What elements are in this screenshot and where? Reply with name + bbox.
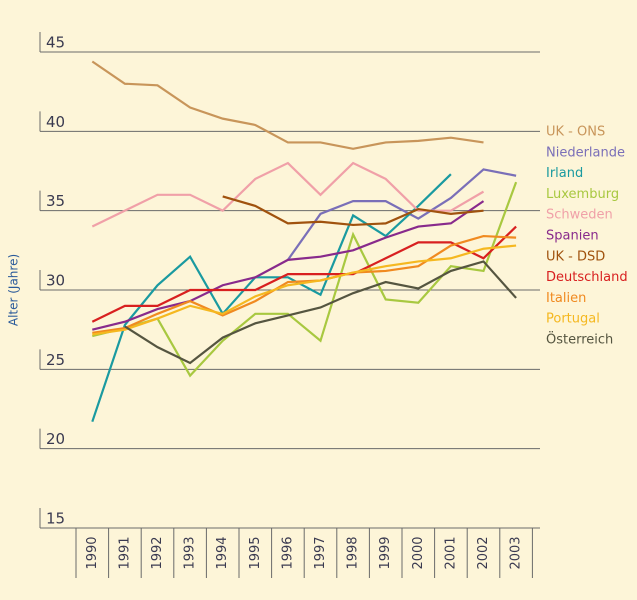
x-tick-label: 1993: [183, 536, 198, 569]
legend-label: Schweden: [546, 208, 613, 223]
x-tick-label: 1999: [378, 536, 393, 569]
y-axis-label: Alter (Jahre): [7, 254, 21, 326]
legend-label: Italien: [546, 291, 586, 306]
x-tick-label: 1996: [280, 536, 295, 569]
y-tick-label: 20: [46, 430, 65, 448]
series-line: [92, 200, 485, 331]
series-line: [222, 195, 484, 227]
y-tick-label: 40: [46, 113, 65, 131]
x-tick-label: 1995: [248, 536, 263, 569]
series-line: [91, 225, 517, 323]
x-tick-label: 2001: [443, 536, 458, 569]
legend-label: Niederlande: [546, 145, 625, 160]
y-tick-label: 15: [46, 510, 65, 528]
x-tick-label: 1997: [313, 536, 328, 569]
y-tick-label: 30: [46, 272, 65, 290]
series-line: [91, 173, 452, 423]
x-tick-label: 2003: [509, 536, 524, 569]
legend-label: UK - ONS: [546, 125, 605, 140]
x-tick-label: 1992: [150, 536, 165, 569]
legend-label: Portugal: [546, 312, 600, 327]
x-tick-label: 1998: [346, 536, 361, 569]
y-tick-label: 35: [46, 192, 65, 210]
legend-label: Spanien: [546, 229, 599, 244]
series-line: [92, 244, 517, 336]
legend-label: Deutschland: [546, 270, 628, 285]
x-tick-label: 1991: [117, 536, 132, 569]
legend-label: UK - DSD: [546, 249, 605, 264]
y-tick-label: 45: [46, 34, 65, 52]
x-tick-label: 1994: [215, 536, 230, 569]
legend-label: Irland: [546, 166, 583, 181]
legend-label: Österreich: [546, 331, 613, 348]
series-line: [124, 260, 517, 365]
x-tick-label: 1990: [85, 536, 100, 569]
legend-label: Luxemburg: [546, 187, 619, 202]
series-line: [287, 168, 517, 261]
y-tick-label: 25: [46, 351, 65, 369]
x-tick-label: 2002: [476, 536, 491, 569]
series-line: [92, 234, 517, 334]
series-line: [92, 181, 518, 378]
x-tick-label: 2000: [411, 536, 426, 569]
series-line: [91, 60, 484, 150]
series-line: [91, 161, 485, 228]
